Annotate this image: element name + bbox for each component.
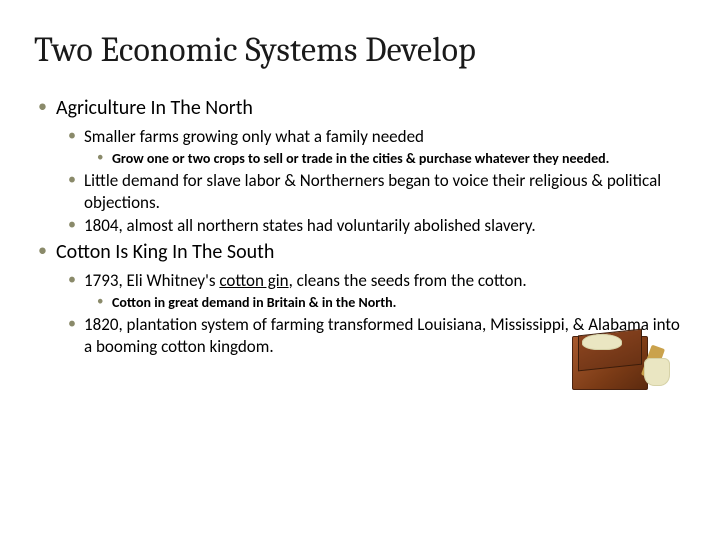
gin-cotton-top — [582, 334, 622, 350]
south-sub1-underline: cotton gin — [219, 270, 288, 291]
south-sub1-pre: 1793, Eli Whitney's — [84, 270, 219, 291]
south-sub1a: Cotton in great demand in Britain & in t… — [112, 294, 686, 312]
north-sub2: Little demand for slave labor & Northern… — [84, 170, 686, 213]
south-sub1a-item: Cotton in great demand in Britain & in t… — [112, 294, 686, 312]
north-heading-item: Agriculture In The North Smaller farms g… — [56, 96, 686, 236]
north-sub3: 1804, almost all northern states had vol… — [84, 215, 686, 236]
cotton-gin-image — [562, 328, 674, 404]
south-sub1-post: , cleans the seeds from the cotton. — [289, 270, 527, 291]
north-sub1a-item: Grow one or two crops to sell or trade i… — [112, 150, 686, 168]
south-sub1-item: 1793, Eli Whitney's cotton gin, cleans t… — [84, 270, 686, 312]
gin-cotton-side — [644, 358, 670, 386]
south-heading: Cotton Is King In The South — [56, 240, 686, 266]
north-sub1a: Grow one or two crops to sell or trade i… — [112, 150, 686, 168]
north-sub1-item: Smaller farms growing only what a family… — [84, 126, 686, 168]
north-sub3-item: 1804, almost all northern states had vol… — [84, 215, 686, 236]
north-sub2-item: Little demand for slave labor & Northern… — [84, 170, 686, 213]
north-sub1: Smaller farms growing only what a family… — [84, 126, 686, 147]
content-list: Agriculture In The North Smaller farms g… — [34, 96, 686, 357]
north-heading: Agriculture In The North — [56, 96, 686, 122]
south-sub1: 1793, Eli Whitney's cotton gin, cleans t… — [84, 270, 584, 291]
slide-title: Two Economic Systems Develop — [34, 30, 686, 70]
